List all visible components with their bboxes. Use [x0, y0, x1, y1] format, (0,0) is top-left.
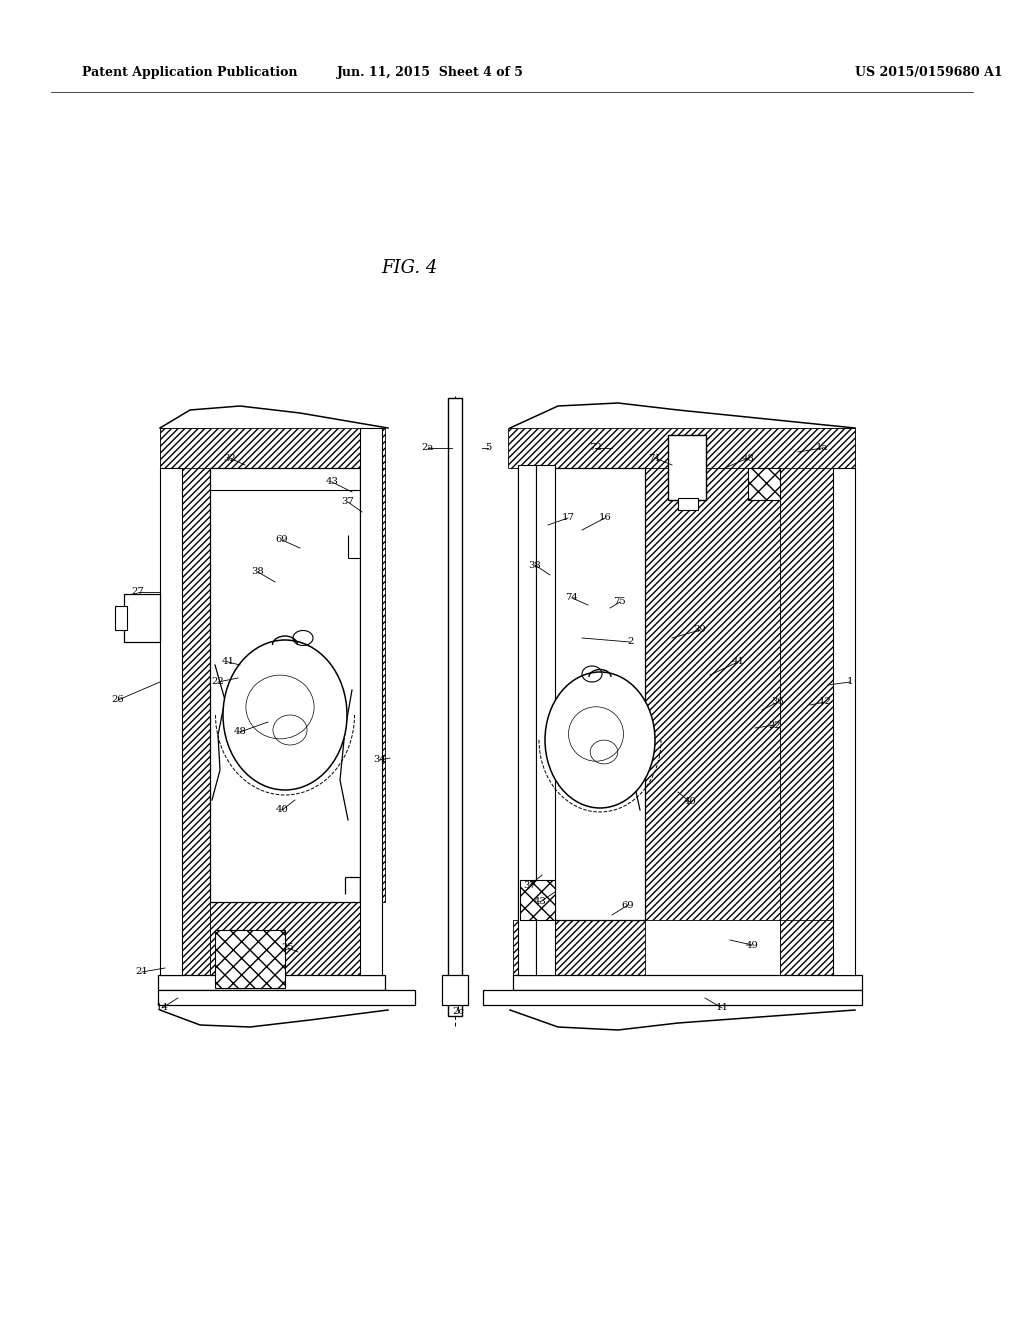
Polygon shape: [508, 428, 855, 469]
Text: 2c: 2c: [452, 1007, 464, 1016]
Bar: [215, 931, 285, 987]
Text: 38: 38: [252, 568, 264, 577]
Text: 25: 25: [282, 944, 294, 953]
Bar: [124, 594, 160, 642]
Bar: [442, 975, 468, 1005]
Text: 5: 5: [484, 444, 492, 453]
Bar: [668, 436, 706, 500]
Bar: [748, 469, 780, 500]
Bar: [833, 469, 855, 975]
Text: 49: 49: [745, 940, 759, 949]
Bar: [536, 465, 555, 975]
Text: 22: 22: [212, 677, 224, 686]
Text: 34: 34: [374, 755, 386, 764]
Text: 38: 38: [528, 561, 542, 569]
Bar: [158, 975, 385, 990]
Text: 21: 21: [135, 968, 148, 977]
Bar: [115, 606, 127, 630]
Polygon shape: [160, 428, 385, 469]
Text: 71: 71: [648, 454, 662, 462]
Text: 41: 41: [221, 657, 234, 667]
Text: 69: 69: [622, 900, 634, 909]
Text: 36: 36: [772, 697, 784, 706]
Text: FIG. 4: FIG. 4: [381, 259, 438, 277]
Text: 69: 69: [275, 536, 289, 544]
Text: 39: 39: [693, 626, 707, 635]
Text: 48: 48: [741, 454, 755, 462]
Text: 43: 43: [326, 478, 339, 487]
Bar: [449, 399, 462, 1016]
Polygon shape: [360, 469, 385, 902]
Text: 22: 22: [769, 721, 781, 730]
Text: 2a: 2a: [422, 444, 434, 453]
Bar: [518, 469, 645, 920]
Text: 2: 2: [627, 638, 633, 647]
Polygon shape: [210, 902, 382, 975]
Text: 37: 37: [342, 498, 354, 507]
Text: 12: 12: [818, 697, 831, 706]
Text: Jun. 11, 2015  Sheet 4 of 5: Jun. 11, 2015 Sheet 4 of 5: [337, 66, 523, 79]
Bar: [520, 880, 555, 920]
Ellipse shape: [545, 672, 655, 808]
Text: 48: 48: [233, 727, 247, 737]
Bar: [518, 465, 536, 975]
Ellipse shape: [223, 640, 347, 789]
Bar: [678, 498, 698, 510]
Bar: [160, 469, 182, 975]
Bar: [158, 990, 415, 1005]
Bar: [513, 975, 862, 990]
Polygon shape: [780, 920, 855, 975]
Text: 1: 1: [847, 677, 853, 686]
Bar: [483, 990, 862, 1005]
Text: 40: 40: [275, 805, 289, 814]
Text: 14: 14: [156, 1003, 169, 1012]
Text: 27: 27: [132, 587, 144, 597]
Text: 74: 74: [565, 594, 579, 602]
Polygon shape: [780, 428, 855, 975]
Bar: [360, 428, 382, 975]
Text: 37: 37: [523, 880, 537, 890]
Text: 26: 26: [112, 696, 124, 705]
Text: US 2015/0159680 A1: US 2015/0159680 A1: [855, 66, 1002, 79]
Text: 41: 41: [731, 657, 744, 667]
Text: 17: 17: [561, 513, 574, 523]
Text: 40: 40: [684, 797, 696, 807]
Text: 43: 43: [534, 898, 547, 907]
Text: 11: 11: [716, 1003, 728, 1012]
Polygon shape: [513, 920, 645, 975]
Bar: [210, 469, 360, 902]
Text: 1a: 1a: [816, 444, 828, 453]
Text: Patent Application Publication: Patent Application Publication: [82, 66, 297, 79]
Text: 16: 16: [599, 513, 611, 523]
Polygon shape: [645, 469, 780, 920]
Text: 75: 75: [613, 598, 627, 606]
Polygon shape: [160, 428, 210, 975]
Text: 72: 72: [589, 444, 601, 453]
Text: 32: 32: [223, 454, 237, 462]
